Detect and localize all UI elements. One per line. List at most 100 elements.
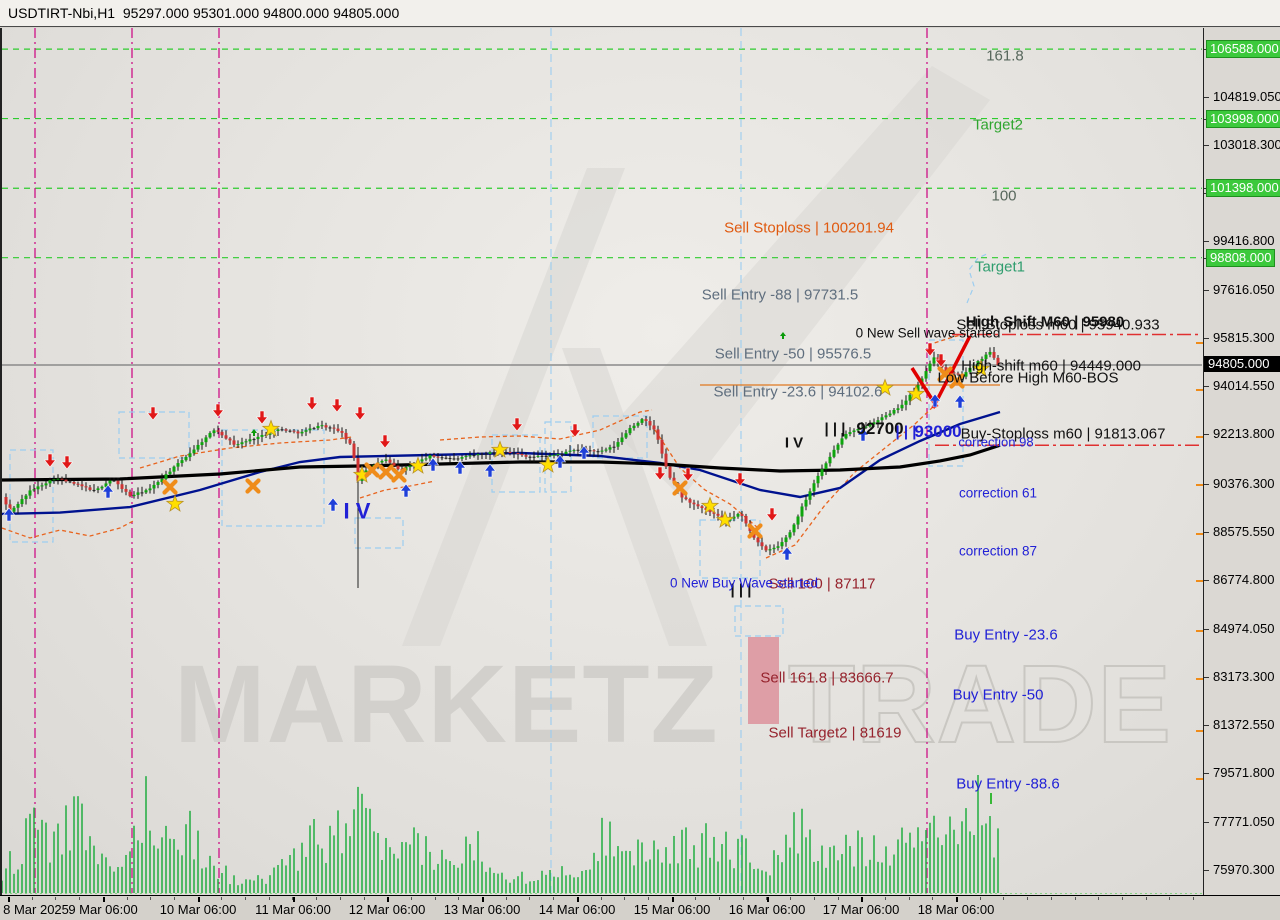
annotation-label[interactable]: Sell 161.8 | 83666.7 <box>760 669 893 686</box>
sell-arrow-icon[interactable] <box>305 396 319 411</box>
candle-body <box>668 466 672 478</box>
annotation-label[interactable]: 0 New Buy Wave started <box>670 576 818 591</box>
buy-arrow-icon[interactable] <box>577 445 591 460</box>
green-up-icon[interactable] <box>780 332 786 339</box>
annotation-label[interactable]: Low Before High M60-BOS <box>938 369 1119 386</box>
sell-arrow-icon[interactable] <box>923 342 937 357</box>
annotation-label[interactable]: Sell Entry -88 | 97731.5 <box>702 286 859 303</box>
candle-body <box>772 547 776 550</box>
time-subtick <box>790 897 792 900</box>
annotation-label[interactable]: 92700 <box>856 419 903 438</box>
annotation-label[interactable]: Target2 <box>973 116 1023 133</box>
star-signal-icon[interactable] <box>715 510 735 528</box>
annotation-label[interactable]: | | | <box>896 423 917 440</box>
candle-body <box>456 458 460 460</box>
time-subtick <box>1074 897 1076 900</box>
annotation-label[interactable]: I V <box>785 434 803 451</box>
candle-body <box>312 428 316 430</box>
sell-arrow-icon[interactable] <box>211 403 225 418</box>
candle-body <box>652 425 656 430</box>
sell-arrow-icon[interactable] <box>330 398 344 413</box>
candle-body <box>656 429 660 440</box>
annotation-label[interactable]: Sell Stoploss | 100201.94 <box>724 219 894 236</box>
annotation-label[interactable]: I V <box>344 499 371 524</box>
x-signal-icon[interactable] <box>747 523 763 539</box>
sell-arrow-icon[interactable] <box>255 410 269 425</box>
x-signal-icon[interactable] <box>672 480 688 496</box>
sell-arrow-icon[interactable] <box>653 466 667 481</box>
star-signal-icon[interactable] <box>165 494 185 512</box>
time-subtick <box>55 897 57 900</box>
star-signal-icon[interactable] <box>261 419 281 437</box>
star-signal-icon[interactable] <box>875 378 895 396</box>
annotation-label[interactable]: correction 98 <box>958 435 1033 450</box>
sell-arrow-icon[interactable] <box>568 423 582 438</box>
price-tick-dash <box>1204 869 1209 871</box>
sell-arrow-icon[interactable] <box>934 353 948 368</box>
chart-canvas[interactable]: 161.8 Target2 100 Sell Stoploss | 100201.94… <box>0 0 1280 896</box>
orange-trail <box>439 409 653 441</box>
price-scale[interactable]: 106588.000 104819.050 103998.000 103018.300… <box>1203 28 1280 895</box>
annotation-label[interactable]: Sell Entry -23.6 | 94102.6 <box>714 383 883 400</box>
annotation-label[interactable]: | | | <box>731 581 752 598</box>
annotation-label[interactable]: Target1 <box>975 258 1025 275</box>
x-signal-icon[interactable] <box>937 366 953 382</box>
star-signal-icon[interactable] <box>906 384 926 402</box>
buy-arrow-icon[interactable] <box>326 497 340 512</box>
candle-body <box>452 458 456 460</box>
sell-arrow-icon[interactable] <box>60 455 74 470</box>
buy-arrow-icon[interactable] <box>101 484 115 499</box>
sell-arrow-icon[interactable] <box>681 467 695 482</box>
annotation-label[interactable]: Sell Stoploss m60 | 95940.933 <box>956 316 1159 333</box>
annotation-label[interactable]: Sell Entry -50 | 95576.5 <box>715 345 872 362</box>
sell-arrow-icon[interactable] <box>510 417 524 432</box>
star-signal-icon[interactable] <box>538 455 558 473</box>
annotation-label[interactable]: Buy-Stoploss m60 | 91813.067 <box>961 425 1166 442</box>
sell-arrow-icon[interactable] <box>43 453 57 468</box>
annotation-label[interactable]: Buy Entry -23.6 <box>954 626 1057 643</box>
sell-arrow-icon[interactable] <box>378 434 392 449</box>
price-tick-dash <box>1204 676 1209 678</box>
buy-arrow-icon[interactable] <box>953 394 967 409</box>
buy-arrow-icon[interactable] <box>399 483 413 498</box>
red-trend-line[interactable] <box>931 335 972 409</box>
buy-arrow-icon[interactable] <box>2 507 16 522</box>
annotation-label[interactable]: High Shift M60 | 95980 <box>966 313 1124 330</box>
star-signal-icon[interactable] <box>700 496 720 514</box>
annotation-label[interactable]: 100 <box>991 187 1016 204</box>
sell-arrow-icon[interactable] <box>353 406 367 421</box>
sell-zone-box[interactable] <box>748 637 779 724</box>
annotation-label[interactable]: 161.8 <box>986 47 1024 64</box>
annotation-label[interactable]: correction 61 <box>959 486 1037 501</box>
annotation-label[interactable]: | | | <box>825 420 846 437</box>
x-signal-icon[interactable] <box>949 373 965 389</box>
annotation-label[interactable]: Sell Target2 | 81619 <box>769 724 902 741</box>
buy-arrow-icon[interactable] <box>553 454 567 469</box>
annotation-label[interactable]: High-shift m60 | 94449.000 <box>961 357 1141 374</box>
sell-arrow-icon[interactable] <box>765 507 779 522</box>
buy-arrow-icon[interactable] <box>453 460 467 475</box>
star-signal-icon[interactable] <box>408 456 428 474</box>
annotation-label[interactable]: Buy Entry -50 <box>953 686 1044 703</box>
sell-arrow-icon[interactable] <box>146 406 160 421</box>
x-signal-icon[interactable] <box>391 467 407 483</box>
x-signal-icon[interactable] <box>378 464 394 480</box>
sell-arrow-icon[interactable] <box>733 472 747 487</box>
buy-arrow-icon[interactable] <box>483 463 497 478</box>
annotation-label[interactable]: Buy Entry -88.6 <box>956 775 1059 792</box>
x-signal-icon[interactable] <box>162 479 178 495</box>
green-up-icon[interactable] <box>251 429 257 436</box>
buy-arrow-icon[interactable] <box>856 427 870 442</box>
buy-arrow-icon[interactable] <box>780 546 794 561</box>
buy-arrow-icon[interactable] <box>426 457 440 472</box>
x-signal-icon[interactable] <box>364 462 380 478</box>
star-signal-icon[interactable] <box>971 359 991 377</box>
annotation-label[interactable]: correction 87 <box>959 544 1037 559</box>
annotation-label[interactable]: 0 New Sell wave started <box>856 326 1001 341</box>
buy-arrow-icon[interactable] <box>928 393 942 408</box>
star-signal-icon[interactable] <box>490 440 510 458</box>
annotation-label[interactable]: 93000 <box>914 422 961 441</box>
time-axis[interactable]: 8 Mar 2025 9 Mar 06:00 10 Mar 06:00 11 Mar … <box>0 895 1280 920</box>
annotation-label[interactable]: Sell 100 | 87117 <box>768 575 875 592</box>
x-signal-icon[interactable] <box>245 478 261 494</box>
